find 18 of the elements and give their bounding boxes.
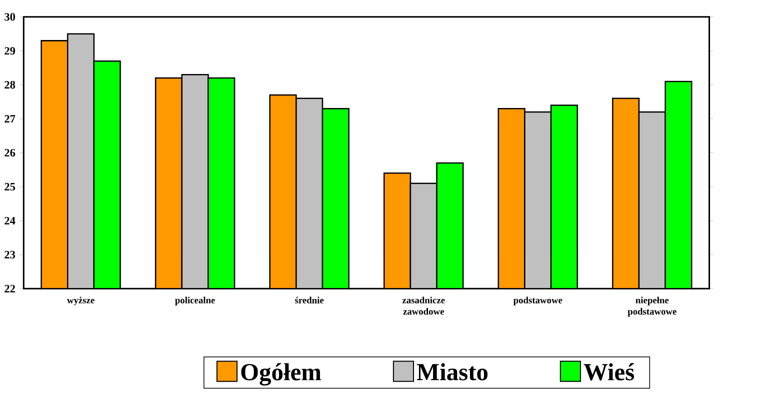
y-tick-label: 29 — [4, 46, 16, 54]
x-tick-label: zasadnicze zawodowe — [402, 296, 445, 314]
y-tick-label: 24 — [4, 216, 16, 224]
legend-label: Ogółem — [241, 362, 322, 386]
y-tick-label: 26 — [4, 148, 16, 156]
x-tick-label: policealne — [175, 296, 215, 306]
y-tick-label: 22 — [4, 284, 15, 292]
y-tick-label: 23 — [4, 250, 16, 258]
y-tick-label: 25 — [4, 182, 16, 190]
legend-label: Miasto — [416, 362, 488, 380]
x-tick-label: wyższe — [66, 296, 94, 306]
legend-label: Wieś — [584, 362, 634, 380]
x-tick-label: średnie — [295, 296, 324, 304]
x-tick-label: niepełne podstawowe — [628, 296, 676, 316]
y-tick-label: 28 — [4, 80, 16, 88]
x-tick-label: podstawowe — [513, 296, 562, 306]
y-tick-label: 30 — [4, 12, 16, 21]
y-tick-label: 27 — [4, 114, 16, 122]
